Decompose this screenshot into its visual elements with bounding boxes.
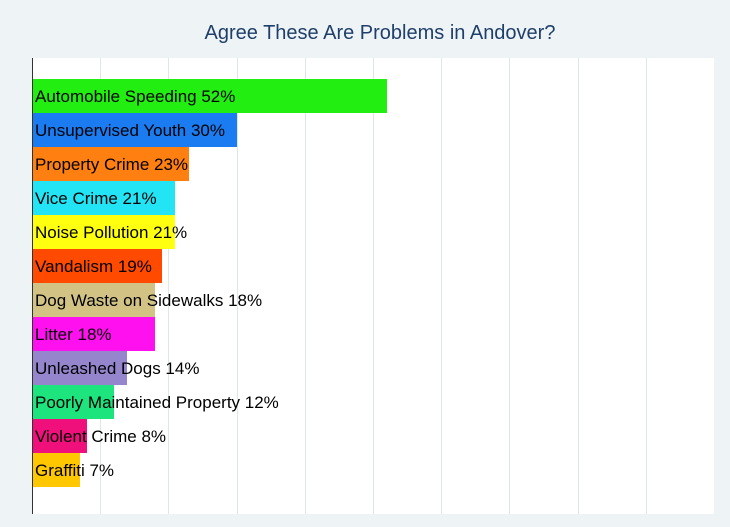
bar-graffiti xyxy=(32,453,80,487)
bar-unsupervised-youth xyxy=(32,113,237,147)
bar-label: Violent Crime 8% xyxy=(35,427,167,446)
bar-vandalism xyxy=(32,249,162,283)
bar-label: Vice Crime 21% xyxy=(35,189,157,208)
bar-noise-pollution xyxy=(32,215,175,249)
bar-label: Vandalism 19% xyxy=(35,257,152,276)
gridline xyxy=(168,58,169,514)
bar-label: Dog Waste on Sidewalks 18% xyxy=(35,291,263,310)
plot-area: Automobile Speeding 52% Unsupervised Yout… xyxy=(32,58,714,514)
bar-violent-crime xyxy=(32,419,87,453)
gridline xyxy=(305,58,306,514)
bar-label: Unleashed Dogs 14% xyxy=(35,359,200,378)
bar-label: Graffiti 7% xyxy=(35,461,115,480)
gridline xyxy=(441,58,442,514)
y-axis-line xyxy=(32,58,33,514)
bar-unleashed-dogs xyxy=(32,351,127,385)
bar-property-crime xyxy=(32,147,189,181)
bar-label: Unsupervised Youth 30% xyxy=(35,121,225,140)
gridline xyxy=(373,58,374,514)
bar-label: Litter 18% xyxy=(35,325,112,344)
bar-label: Property Crime 23% xyxy=(35,155,189,174)
bar-label: Noise Pollution 21% xyxy=(35,223,188,242)
gridline xyxy=(237,58,238,514)
bar-vice-crime xyxy=(32,181,175,215)
bar-automobile-speeding xyxy=(32,79,387,113)
bar-dog-waste-on-sidewalks xyxy=(32,283,155,317)
chart-title: Agree These Are Problems in Andover? xyxy=(204,22,556,44)
gridline xyxy=(646,58,647,514)
gridline xyxy=(578,58,579,514)
gridline xyxy=(509,58,510,514)
bar-litter xyxy=(32,317,155,351)
bar-label: Poorly Maintained Property 12% xyxy=(35,393,279,412)
bar-label: Automobile Speeding 52% xyxy=(35,87,236,106)
bar-poorly-maintained-property xyxy=(32,385,114,419)
